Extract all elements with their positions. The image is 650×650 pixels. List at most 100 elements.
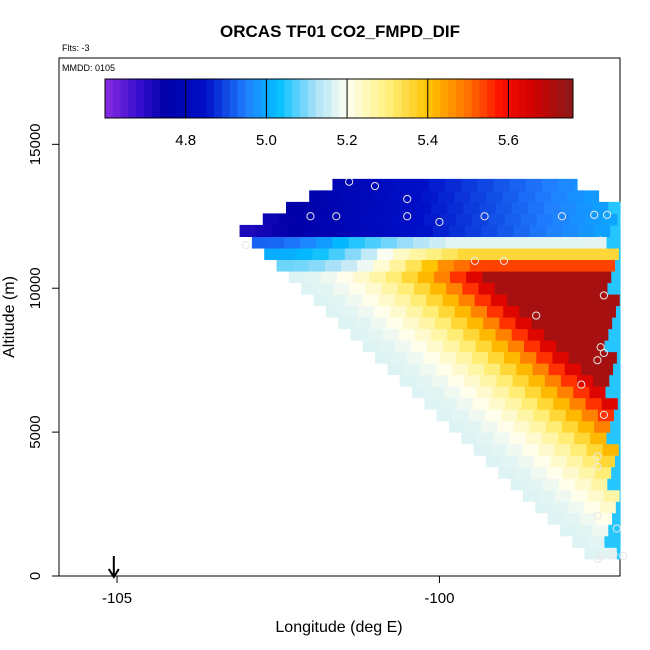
heatmap-cell bbox=[564, 363, 582, 376]
colorbar-segment bbox=[128, 79, 137, 118]
heatmap-cell bbox=[551, 305, 569, 318]
observation-points bbox=[241, 177, 628, 563]
heatmap-cell bbox=[425, 247, 443, 261]
colorbar-segment bbox=[300, 79, 309, 118]
colorbar-segment bbox=[136, 79, 145, 118]
heatmap-cell bbox=[616, 351, 621, 364]
heatmap-cell bbox=[414, 282, 431, 295]
heatmap-cell bbox=[474, 293, 492, 307]
heatmap-cell bbox=[421, 259, 439, 272]
colorbar-segment bbox=[424, 79, 434, 118]
heatmap-cell bbox=[558, 478, 576, 491]
heatmap-cell bbox=[446, 282, 463, 295]
heatmap-cell bbox=[513, 224, 531, 238]
heatmap-cell bbox=[538, 247, 555, 261]
heatmap-cell bbox=[333, 282, 351, 295]
heatmap-cell bbox=[271, 224, 289, 238]
heatmap-cell bbox=[403, 363, 421, 376]
heatmap-cell bbox=[239, 224, 257, 238]
heatmap-cell bbox=[545, 224, 563, 238]
colorbar-segment bbox=[401, 79, 410, 118]
heatmap-cell bbox=[447, 328, 464, 341]
observation-point bbox=[499, 256, 509, 265]
heatmap-cell bbox=[601, 397, 619, 410]
observation-point bbox=[593, 511, 602, 520]
heatmap-cell bbox=[457, 247, 475, 261]
colorbar-segment bbox=[463, 79, 473, 118]
heatmap-cell bbox=[311, 213, 328, 226]
heatmap-cell bbox=[362, 340, 380, 353]
heatmap-cell bbox=[389, 190, 407, 203]
heatmap-cell bbox=[525, 236, 543, 249]
heatmap-cell bbox=[531, 317, 549, 330]
heatmap-cell bbox=[532, 363, 550, 376]
heatmap-cell bbox=[614, 455, 621, 468]
heatmap-cell bbox=[542, 282, 560, 295]
heatmap-cell bbox=[366, 328, 384, 341]
heatmap-cell bbox=[583, 305, 601, 318]
heatmap-cell bbox=[602, 443, 620, 456]
heatmap-cell bbox=[497, 224, 515, 238]
heatmap-cell bbox=[527, 201, 545, 214]
heatmap-cell bbox=[504, 397, 522, 410]
heatmap-cell bbox=[477, 236, 495, 249]
heatmap-cell bbox=[366, 201, 384, 214]
heatmap-cell bbox=[401, 270, 419, 284]
heatmap-cell bbox=[576, 201, 593, 214]
heatmap-cell bbox=[449, 420, 466, 433]
heatmap-cell bbox=[442, 293, 460, 307]
heatmap-cell bbox=[550, 259, 568, 272]
heatmap-cell bbox=[587, 293, 605, 307]
heatmap-cell bbox=[529, 224, 547, 238]
heatmap-cell bbox=[490, 293, 508, 307]
heatmap-cell bbox=[444, 386, 461, 399]
observation-point bbox=[435, 217, 444, 227]
heatmap-cell bbox=[439, 351, 457, 364]
heatmap-cell bbox=[615, 501, 621, 514]
heatmap-cell bbox=[580, 363, 598, 376]
heatmap-cell bbox=[520, 351, 537, 364]
heatmap-cell bbox=[475, 340, 493, 353]
heatmap-cell bbox=[558, 236, 575, 249]
heatmap-cell bbox=[308, 259, 326, 272]
colorbar-segment bbox=[370, 79, 379, 118]
heatmap-cell bbox=[382, 201, 400, 214]
heatmap-cell bbox=[387, 363, 405, 376]
colorbar-segment bbox=[534, 79, 543, 118]
heatmap-cell bbox=[364, 236, 382, 249]
heatmap-cell bbox=[553, 397, 571, 410]
observation-point bbox=[599, 291, 608, 300]
x-tick-label: -105 bbox=[102, 590, 132, 607]
colorbar-segment bbox=[214, 79, 223, 118]
heatmap-cell bbox=[511, 328, 529, 341]
heatmap-cell bbox=[332, 178, 350, 191]
heatmap-cell bbox=[543, 201, 561, 214]
heatmap-cell bbox=[521, 397, 538, 410]
heatmap-cell bbox=[551, 190, 568, 203]
heatmap-cell bbox=[499, 317, 517, 330]
heatmap-cell bbox=[569, 397, 587, 410]
observation-point bbox=[619, 551, 628, 560]
heatmap-cell bbox=[520, 213, 538, 226]
heatmap-cell bbox=[608, 201, 621, 214]
colorbar-segment bbox=[417, 79, 426, 118]
heatmap-cell bbox=[445, 236, 463, 249]
heatmap-cell bbox=[374, 305, 391, 318]
heatmap-cell bbox=[288, 270, 306, 284]
heatmap-cell bbox=[461, 236, 479, 249]
heatmap-cell bbox=[276, 259, 294, 272]
heatmap-cell bbox=[522, 247, 539, 261]
heatmap-cell bbox=[502, 455, 519, 468]
heatmap-cell bbox=[373, 190, 391, 203]
heatmap-cell bbox=[472, 397, 490, 410]
heatmap-cell bbox=[542, 236, 559, 249]
heatmap-cell bbox=[350, 328, 368, 341]
heatmap-cell bbox=[604, 535, 621, 548]
heatmap-cell bbox=[525, 432, 543, 445]
heatmap-cell bbox=[426, 293, 444, 307]
heatmap-cell bbox=[517, 409, 535, 422]
heatmap-cell bbox=[364, 178, 382, 191]
heatmap-cell bbox=[578, 224, 595, 238]
heatmap-cell bbox=[309, 190, 326, 203]
heatmap-cell bbox=[455, 351, 473, 364]
